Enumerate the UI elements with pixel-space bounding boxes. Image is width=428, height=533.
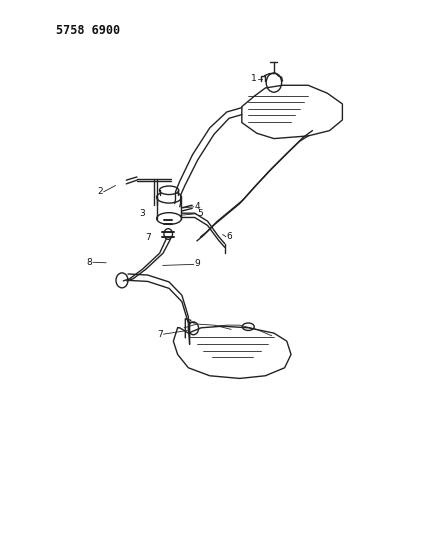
Text: 2: 2 xyxy=(97,188,103,196)
Ellipse shape xyxy=(157,191,181,203)
Circle shape xyxy=(164,229,172,239)
Circle shape xyxy=(188,322,199,335)
Ellipse shape xyxy=(242,323,254,330)
Text: 5758 6900: 5758 6900 xyxy=(56,24,120,37)
Text: 6: 6 xyxy=(227,232,232,241)
Text: 8: 8 xyxy=(86,258,92,266)
Text: 4: 4 xyxy=(195,203,200,211)
Text: 9: 9 xyxy=(195,260,200,268)
Text: 5: 5 xyxy=(197,209,202,217)
Circle shape xyxy=(116,273,128,288)
Text: 3: 3 xyxy=(140,209,146,217)
Text: 7: 7 xyxy=(157,330,163,338)
Ellipse shape xyxy=(159,186,179,195)
Ellipse shape xyxy=(157,213,181,224)
Text: 1: 1 xyxy=(251,75,257,83)
Text: 7: 7 xyxy=(145,233,151,241)
Circle shape xyxy=(266,73,282,92)
